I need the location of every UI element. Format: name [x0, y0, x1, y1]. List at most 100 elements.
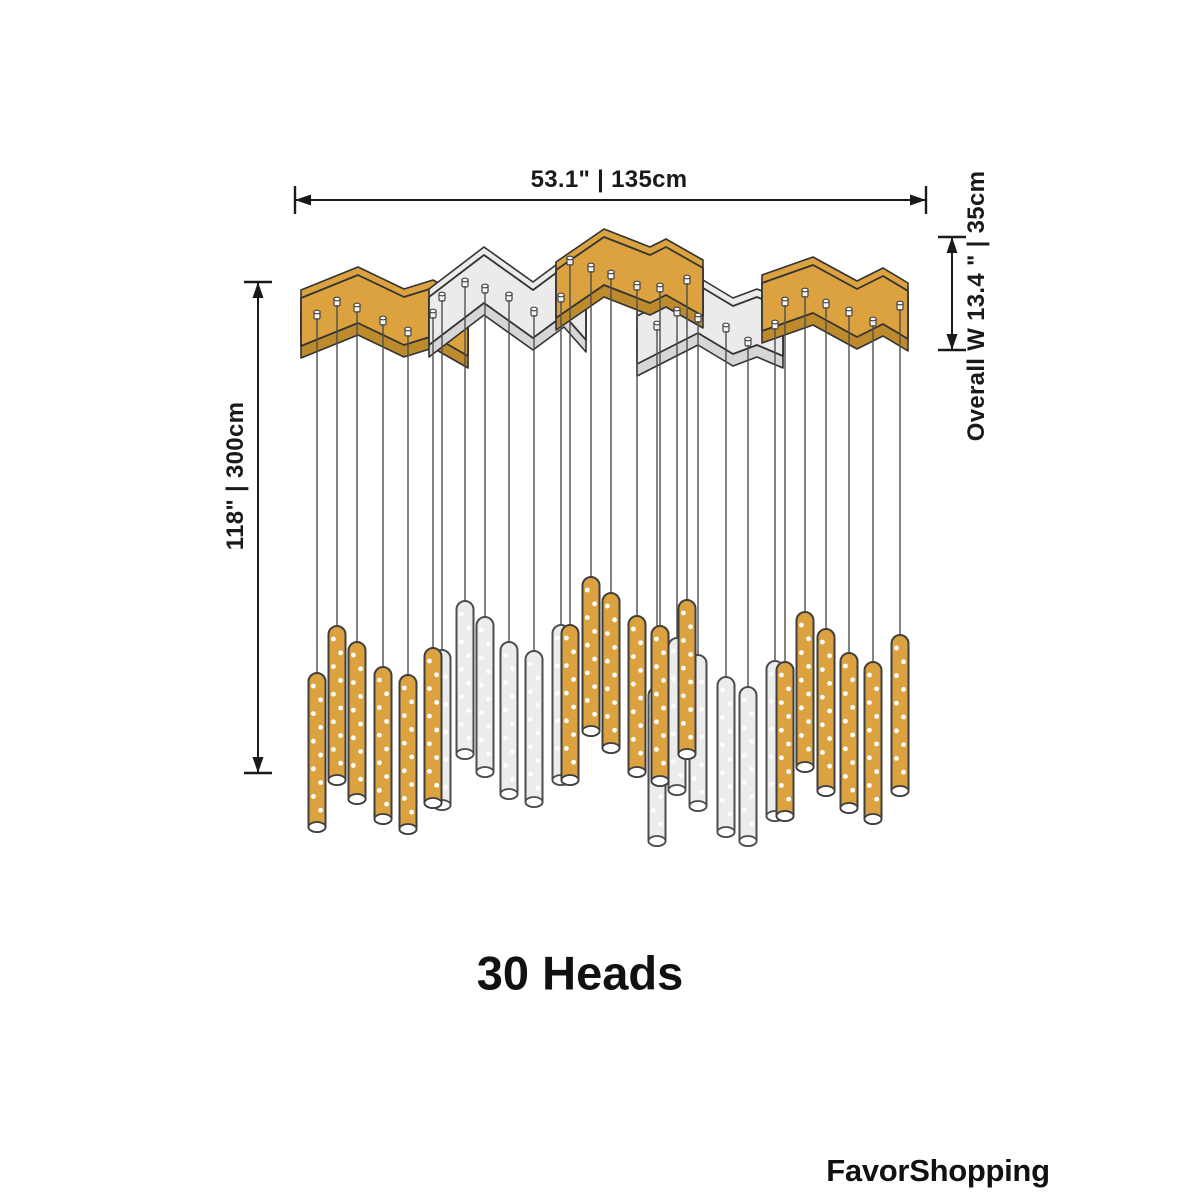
led-dot	[727, 729, 732, 734]
heads-count-label: 30 Heads	[476, 946, 684, 1000]
led-dot	[779, 783, 784, 788]
led-dot	[749, 821, 754, 827]
led-dot	[479, 738, 484, 743]
led-dot	[585, 670, 590, 676]
wire-connector-cap	[694, 312, 702, 318]
led-dot	[843, 746, 848, 752]
pendant-tube-gold	[560, 624, 580, 786]
pendant-tube-gold	[581, 576, 601, 737]
led-dot	[479, 710, 484, 716]
tube-open-end	[307, 821, 327, 833]
led-dot	[605, 658, 610, 664]
pendant-tube-gold	[307, 672, 327, 833]
led-dot	[503, 652, 508, 658]
led-dot	[377, 677, 382, 683]
tube-body	[816, 628, 836, 797]
brand-watermark: FavorShopping	[826, 1153, 1050, 1188]
tube-open-end	[890, 785, 910, 797]
led-dot	[427, 769, 432, 774]
led-dot	[820, 667, 825, 672]
led-dot	[727, 811, 732, 817]
led-dot	[318, 697, 323, 703]
pendant-tube-gold	[677, 599, 697, 760]
pendant-tube-gold	[627, 615, 647, 778]
led-dot	[503, 680, 508, 685]
led-dot	[742, 780, 747, 786]
wire-connector-cap	[744, 336, 752, 342]
tube-body	[347, 641, 367, 805]
pendant-tube-gold	[890, 634, 910, 797]
led-dot	[850, 677, 855, 683]
led-dot	[749, 794, 754, 799]
led-dot	[779, 700, 784, 705]
led-dot	[535, 703, 540, 708]
led-dot	[564, 663, 569, 668]
pendant-tube-gold	[863, 661, 883, 825]
wire-connector-cap	[781, 296, 789, 302]
led-dot	[443, 729, 448, 735]
led-dot	[806, 664, 811, 669]
led-dot	[409, 782, 414, 787]
led-dot	[658, 821, 663, 827]
wire-connectors	[313, 255, 904, 347]
led-dot	[874, 769, 879, 774]
dimension-arrowhead	[946, 334, 958, 350]
led-dot	[331, 636, 336, 642]
led-dot	[779, 727, 784, 733]
tube-body	[677, 599, 697, 760]
led-dot	[427, 741, 432, 747]
wire-connector-cap	[461, 277, 469, 283]
led-dot	[358, 776, 363, 782]
led-dot	[351, 763, 356, 768]
dimension-arrowhead	[946, 237, 958, 253]
led-dot	[769, 699, 774, 704]
led-dot	[528, 772, 533, 777]
tube-open-end	[373, 813, 393, 825]
wire-connector-cap	[404, 326, 412, 332]
led-dot	[459, 639, 464, 644]
led-dot	[331, 691, 336, 697]
pendant-tube-gold	[816, 628, 836, 797]
led-dot	[799, 733, 804, 738]
led-dot	[786, 686, 791, 692]
pendant-tube-gold	[423, 647, 443, 809]
led-dot	[806, 691, 811, 697]
led-dot	[427, 658, 432, 664]
tube-open-end	[347, 793, 367, 805]
dimension-arrowhead	[295, 194, 311, 206]
led-dot	[466, 708, 471, 713]
led-dot	[510, 749, 515, 754]
led-dot	[638, 695, 643, 701]
led-dot	[377, 705, 382, 710]
led-dot	[377, 760, 382, 766]
led-dot	[358, 694, 363, 699]
dimension-arrowhead	[252, 757, 264, 773]
dimension-drop	[244, 280, 272, 775]
tube-body	[499, 641, 519, 800]
led-dot	[358, 666, 363, 672]
wire-connector-cap	[633, 280, 641, 286]
led-dot	[699, 679, 704, 685]
led-dot	[874, 796, 879, 802]
led-dot	[678, 772, 683, 778]
led-dot	[571, 704, 576, 710]
tube-open-end	[581, 725, 601, 737]
led-dot	[727, 701, 732, 707]
led-dot	[384, 691, 389, 697]
led-dot	[486, 724, 491, 729]
led-dot	[486, 641, 491, 647]
tube-body	[716, 676, 736, 838]
tube-body	[423, 647, 443, 809]
led-dot	[661, 705, 666, 711]
led-dot	[638, 668, 643, 673]
suspension-wires	[316, 264, 901, 697]
led-dot	[503, 707, 508, 713]
led-dot	[503, 763, 508, 768]
tube-open-end	[775, 810, 795, 822]
wire-connector-cap	[505, 291, 513, 297]
led-dot	[901, 659, 906, 665]
led-dot	[402, 685, 407, 691]
wire-connector-cap	[722, 322, 730, 328]
led-dot	[479, 682, 484, 688]
led-dot	[311, 683, 316, 689]
